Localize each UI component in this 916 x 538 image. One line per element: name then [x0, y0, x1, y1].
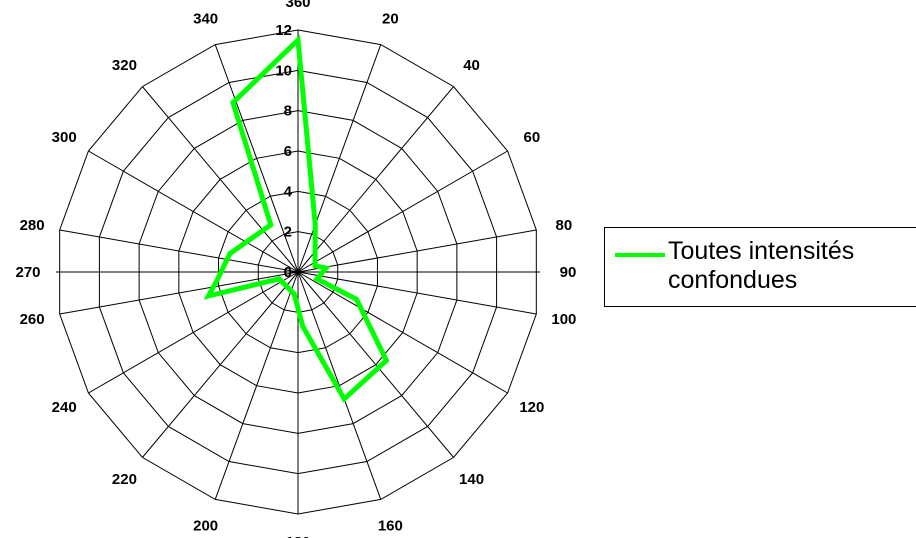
radial-tick-label: 12	[275, 22, 292, 39]
radial-tick-label: 10	[275, 62, 292, 79]
direction-label: 340	[193, 10, 218, 27]
series-line	[203, 34, 390, 403]
radial-tick-label: 8	[284, 103, 292, 120]
legend: Toutes intensités confondues	[604, 227, 916, 307]
direction-label: 90	[560, 264, 577, 281]
grid-spoke	[88, 271, 299, 394]
grid-spoke	[297, 86, 454, 273]
legend-series-label: Toutes intensités confondues	[668, 237, 855, 294]
grid-spoke	[59, 271, 299, 315]
direction-label: 200	[193, 518, 218, 535]
direction-label: 180	[285, 534, 310, 538]
direction-label: 280	[20, 217, 45, 234]
direction-label: 260	[20, 311, 45, 328]
radial-tick-label: 4	[284, 183, 293, 200]
grid-spoke	[297, 271, 537, 315]
legend-series-swatch	[615, 253, 665, 257]
radial-tick-label: 6	[284, 143, 292, 160]
grid-spoke	[297, 271, 454, 458]
direction-label: 100	[551, 311, 576, 328]
radial-tick-labels: 0 2 4 6 8 10 12	[275, 22, 292, 281]
direction-label: 120	[519, 399, 544, 416]
direction-label: 160	[378, 518, 403, 535]
grid-spoke	[214, 44, 299, 273]
direction-label: 360	[285, 0, 310, 11]
grid-spoke	[297, 150, 508, 273]
direction-label: 240	[52, 399, 77, 416]
direction-label: 60	[523, 129, 540, 146]
grid-spoke	[142, 86, 299, 273]
direction-label: 270	[15, 264, 40, 281]
direction-label: 300	[52, 129, 77, 146]
direction-label: 20	[382, 10, 399, 27]
direction-labels: 3602040608090100120140160180200220240260…	[15, 0, 576, 538]
direction-label: 220	[112, 471, 137, 488]
grid-spoke	[59, 229, 299, 273]
grid-spoke	[88, 150, 299, 273]
grid-spoke	[297, 271, 508, 394]
direction-label: 320	[112, 57, 137, 74]
radial-tick-label: 2	[284, 224, 292, 241]
radial-tick-label: 0	[284, 264, 292, 281]
grid-spoke	[297, 44, 382, 273]
grid-spoke	[297, 229, 537, 273]
polar-grid	[56, 29, 540, 515]
grid-spoke	[214, 271, 299, 500]
direction-label: 140	[459, 471, 484, 488]
direction-label: 40	[463, 57, 480, 74]
grid-spoke	[142, 271, 299, 458]
series-layer	[203, 34, 390, 403]
direction-label: 80	[556, 217, 573, 234]
